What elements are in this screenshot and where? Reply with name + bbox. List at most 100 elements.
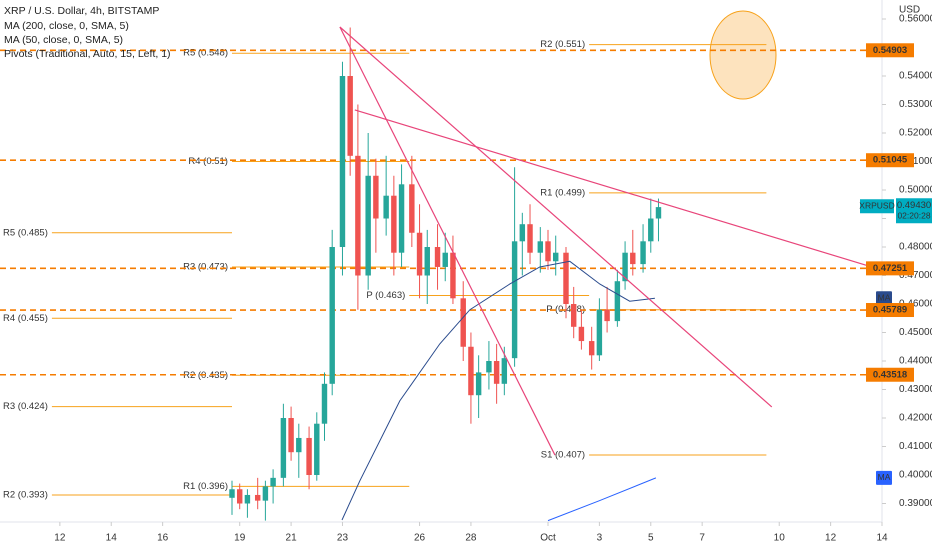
x-tick-label: 7 <box>699 533 705 544</box>
candle-body <box>486 361 492 373</box>
candle-body <box>262 486 269 501</box>
y-tick-label: 0.44000 <box>899 356 932 367</box>
level-tag <box>866 303 914 318</box>
candle-body <box>640 241 646 265</box>
chart-title: XRP / U.S. Dollar, 4h, BITSTAMP <box>4 5 159 17</box>
y-tick-label: 0.42000 <box>899 413 932 424</box>
legend: XRP / U.S. Dollar, 4h, BITSTAMP MA (200,… <box>4 5 171 60</box>
trend-line <box>354 109 872 268</box>
candle-body <box>630 252 636 265</box>
candle-body <box>373 175 379 219</box>
y-tick-label: 0.54000 <box>899 71 932 82</box>
candle-body <box>519 224 526 242</box>
x-tick-label: 12 <box>54 533 66 544</box>
pivot-label: R3 (0.473) <box>183 261 228 272</box>
candle-body <box>296 437 302 453</box>
y-tick-label: 0.53000 <box>899 99 932 110</box>
level-tag-label: 0.43518 <box>873 369 907 380</box>
y-tick-label: 0.45000 <box>899 327 932 338</box>
candle-body <box>442 252 448 267</box>
candle-body <box>244 494 251 504</box>
x-tick-label: 26 <box>414 533 426 544</box>
x-tick-label: 16 <box>157 533 169 544</box>
symbol-tag-label: XRPUSD <box>859 201 894 211</box>
candle-body <box>527 224 533 253</box>
candle-body <box>339 76 346 248</box>
level-tag <box>866 261 914 276</box>
x-tick-label: 5 <box>648 533 654 544</box>
candle-body <box>570 304 577 327</box>
ma-tag <box>876 291 892 306</box>
candle-body <box>280 418 287 478</box>
candle-body <box>229 489 235 498</box>
candle-body <box>460 298 466 347</box>
pivot-label: R1 (0.499) <box>540 187 585 198</box>
currency-label: USD <box>899 5 920 16</box>
candle-body <box>329 247 335 384</box>
candle-body <box>450 252 456 299</box>
x-tick-label: 14 <box>876 533 888 544</box>
y-tick-label: 0.41000 <box>899 441 932 452</box>
candle-body <box>468 346 474 396</box>
candle-body <box>475 372 482 396</box>
candle-body <box>288 418 294 453</box>
y-tick-label: 0.43000 <box>899 384 932 395</box>
candle-body <box>314 423 320 476</box>
level-tag-label: 0.47251 <box>873 263 908 274</box>
candle-body <box>391 195 397 253</box>
candle-body <box>563 252 569 305</box>
candle-body <box>614 281 621 322</box>
axes: 0.39000 0.40000 0.41000 0.42000 0.43000 0.440… <box>54 14 932 544</box>
candle-body <box>511 241 518 359</box>
candle-body <box>355 155 361 276</box>
candle-body <box>416 232 423 276</box>
candle-body <box>306 437 312 476</box>
candle-body <box>553 252 559 262</box>
candle-body <box>398 184 405 253</box>
candle-body <box>655 207 662 219</box>
candle-body <box>434 247 441 267</box>
y-tick-label: 0.39000 <box>899 498 932 509</box>
candle-body <box>365 175 371 276</box>
ma-line <box>341 260 655 521</box>
pivot-label: P (0.463) <box>366 290 405 301</box>
candle-body <box>493 361 500 384</box>
trend-line <box>339 26 556 456</box>
candle-body <box>501 358 508 384</box>
x-tick-label: 19 <box>234 533 246 544</box>
y-tick-label: 0.56000 <box>899 14 932 25</box>
candle-body <box>409 184 415 233</box>
candle-body <box>604 309 610 322</box>
candle-body <box>424 247 430 276</box>
ma-tag-label: MA <box>878 293 891 303</box>
x-tick-label: 23 <box>337 533 349 544</box>
pivot-label: R3 (0.424) <box>3 401 48 412</box>
legend-entry: Pivots (Traditional, Auto, 15, Left, 1) <box>4 48 171 60</box>
pivot-label: R5 (0.548) <box>183 48 228 59</box>
x-tick-label: Oct <box>540 533 556 544</box>
price-tag-label: 0.49430 <box>897 200 931 211</box>
candle-body <box>648 218 654 242</box>
pivot-label: R4 (0.455) <box>3 313 48 324</box>
candle-body <box>578 326 585 342</box>
pivot-label: R4 (0.51) <box>188 156 228 167</box>
highlight-ellipse <box>709 10 777 100</box>
candle-body <box>321 383 328 424</box>
trend-line <box>339 26 773 408</box>
x-tick-label: 14 <box>106 533 118 544</box>
pivot-label: S1 (0.407) <box>541 450 585 461</box>
ma-line <box>547 477 657 522</box>
x-tick-label: 10 <box>774 533 786 544</box>
candle-body <box>347 76 353 156</box>
x-tick-label: 21 <box>286 533 298 544</box>
candle-body <box>545 241 551 262</box>
pivot-label: R1 (0.396) <box>183 481 228 492</box>
legend-entry: MA (50, close, 0, SMA, 5) <box>4 34 123 46</box>
y-tick-label: 0.52000 <box>899 128 932 139</box>
candle-body <box>588 341 595 356</box>
x-tick-label: 28 <box>465 533 477 544</box>
pivot-label: R2 (0.551) <box>540 39 585 50</box>
y-tick-label: 0.46000 <box>899 299 932 310</box>
candle-body <box>236 489 243 504</box>
